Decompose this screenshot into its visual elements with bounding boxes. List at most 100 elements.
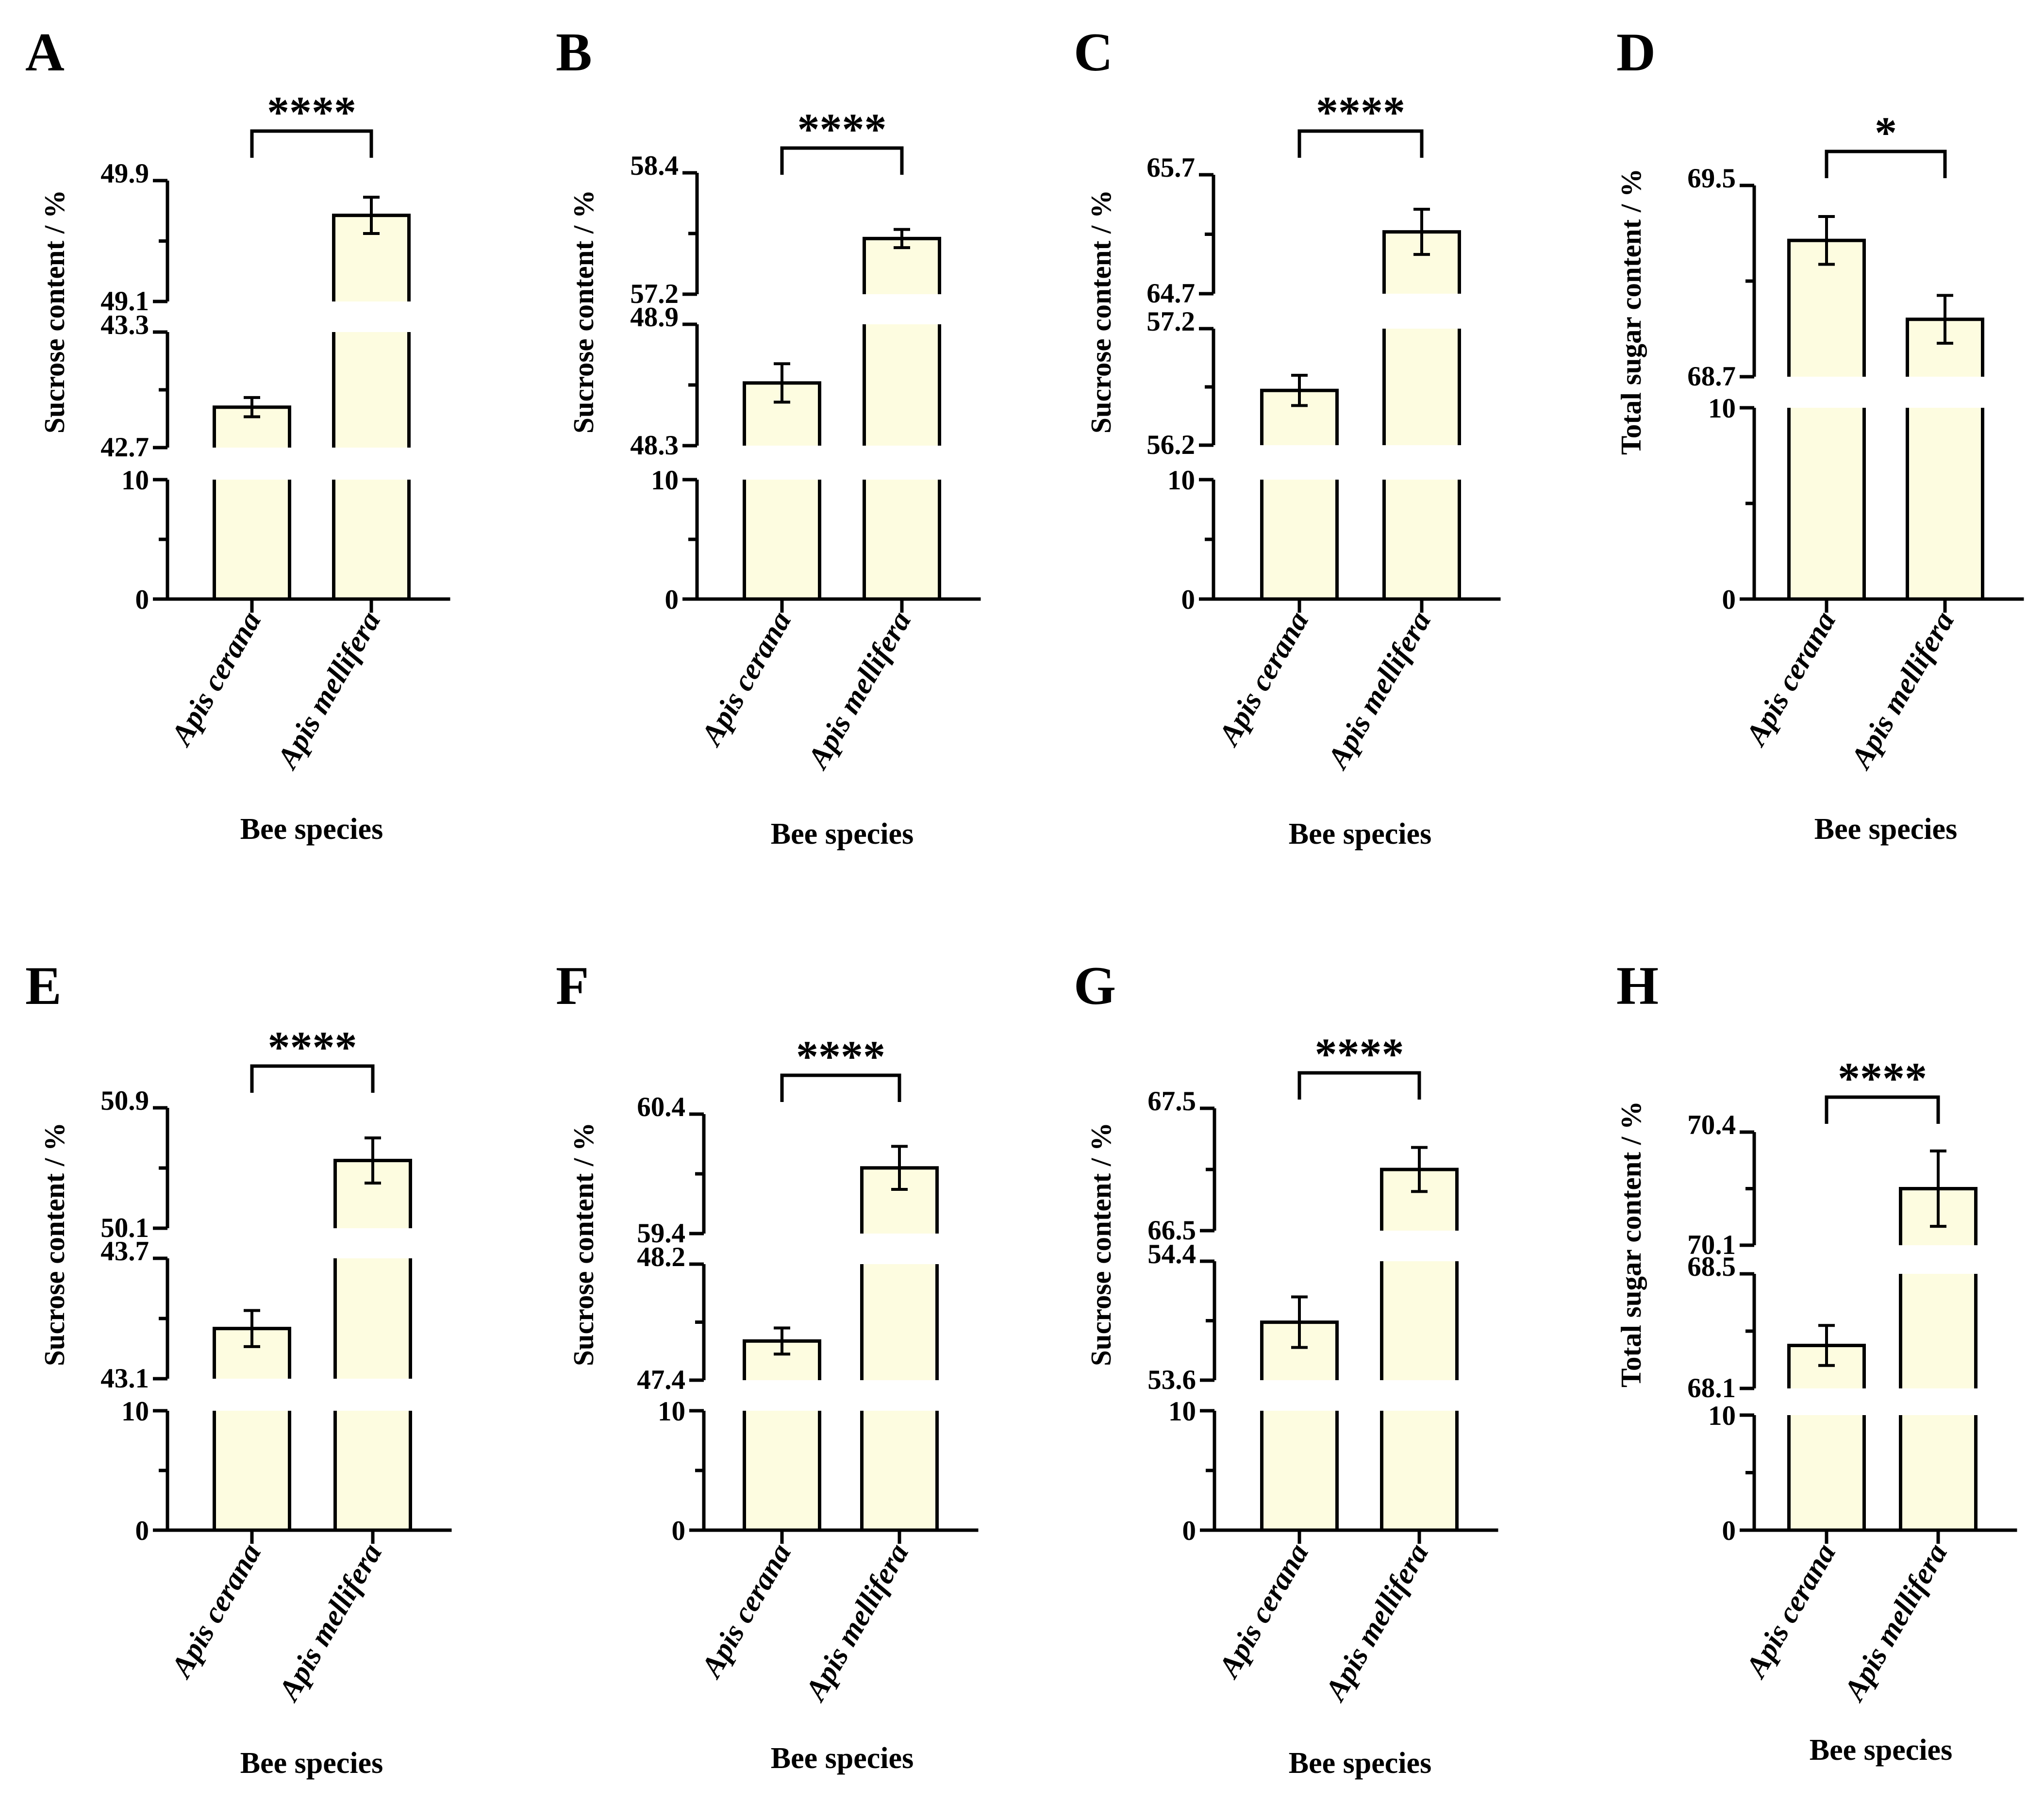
- panel-c: C 0 10 56.2 57.264.7 65.7 Apis cerana Apis mell…: [1074, 22, 1501, 851]
- x-tick-label: Apis mellifera: [1837, 1538, 1954, 1707]
- x-axis-title: Bee species: [1814, 813, 1957, 846]
- y-tick-label: 48.3: [630, 430, 679, 461]
- bar-1: [333, 1136, 412, 1530]
- x-tick-label: Apis mellifera: [798, 1538, 915, 1707]
- y-tick-label: 50.1: [100, 1213, 149, 1243]
- bar-fill: [333, 332, 409, 448]
- bar-1: [860, 1145, 939, 1530]
- bar-fill: [864, 480, 940, 599]
- x-axis-title: Bee species: [1289, 818, 1431, 851]
- x-tick-label: Apis cerana: [1739, 606, 1842, 752]
- y-tick-label: 0: [135, 584, 150, 615]
- panel-letter: E: [25, 956, 62, 1016]
- panel-b: B 0 10 48.3 48.957.2 58.4 Apis cerana Apis mell…: [556, 22, 981, 851]
- y-tick-label: 56.2: [1147, 430, 1195, 460]
- bar-fill: [1262, 1411, 1337, 1530]
- bar-0: [1787, 1324, 1866, 1530]
- y-tick-label: 70.4: [1687, 1110, 1736, 1140]
- bar-0: [1260, 1295, 1339, 1530]
- y-tick-label: 48.2: [637, 1242, 685, 1272]
- y-axis-title: Sucrose content / %: [567, 1122, 599, 1366]
- bar-fill: [1262, 480, 1337, 599]
- y-tick-label: 10: [121, 465, 149, 496]
- significance-label: ****: [1316, 87, 1405, 137]
- bar-1: [1380, 1146, 1459, 1530]
- y-tick-label: 10: [121, 1396, 149, 1427]
- y-tick-label: 57.2: [630, 279, 679, 309]
- bar-1: [863, 228, 941, 599]
- y-tick-label: 67.5: [1147, 1086, 1196, 1117]
- x-tick-label: Apis cerana: [164, 606, 267, 752]
- x-axis-title: Bee species: [1289, 1747, 1431, 1780]
- y-axis-title: Sucrose content / %: [38, 190, 70, 434]
- panel-letter: G: [1074, 956, 1116, 1016]
- x-tick-label: Apis cerana: [1212, 1538, 1315, 1684]
- significance-label: ****: [268, 1022, 357, 1072]
- bar-fill: [1907, 408, 1983, 599]
- bar-fill: [1384, 480, 1460, 599]
- y-tick-label: 43.1: [100, 1363, 149, 1394]
- bar-fill: [1900, 1415, 1976, 1530]
- bar-fill: [214, 480, 290, 599]
- bar-fill: [1900, 1274, 1976, 1388]
- x-tick-label: Apis mellifera: [270, 606, 387, 775]
- x-tick-label: Apis mellifera: [800, 606, 917, 775]
- y-axis-title: Sucrose content / %: [1085, 190, 1117, 434]
- y-axis-title: Total sugar content / %: [1615, 168, 1647, 455]
- bar-fill: [744, 1411, 820, 1530]
- y-tick-label: 64.7: [1147, 278, 1195, 309]
- y-tick-label: 58.4: [630, 150, 679, 181]
- x-tick-label: Apis cerana: [1739, 1538, 1842, 1684]
- bar-1: [332, 196, 411, 599]
- bar-1: [1899, 1149, 1978, 1530]
- y-tick-label: 0: [1181, 584, 1196, 615]
- bar-0: [743, 362, 821, 599]
- x-tick-label: Apis mellifera: [271, 1538, 388, 1707]
- bar-fill: [333, 480, 409, 599]
- significance-bracket: [1825, 150, 1947, 178]
- y-tick-label: 54.4: [1147, 1239, 1196, 1269]
- bar-fill: [1789, 1415, 1864, 1530]
- y-tick-label: 0: [1722, 1516, 1736, 1546]
- y-tick-label: 60.4: [637, 1092, 685, 1122]
- y-tick-label: 42.7: [100, 432, 149, 463]
- bar-fill: [335, 1411, 411, 1530]
- y-tick-label: 68.1: [1687, 1373, 1736, 1403]
- x-axis-title: Bee species: [771, 1742, 914, 1775]
- y-tick-label: 59.4: [637, 1218, 685, 1249]
- y-tick-label: 49.1: [100, 286, 149, 317]
- significance-bracket: [780, 146, 904, 175]
- y-tick-label: 66.5: [1147, 1215, 1196, 1246]
- y-tick-label: 47.4: [637, 1365, 685, 1395]
- bar-fill: [1384, 329, 1460, 445]
- y-tick-label: 50.9: [100, 1085, 149, 1116]
- y-axis-title: Sucrose content / %: [567, 190, 599, 434]
- x-tick-label: Apis cerana: [694, 1538, 798, 1684]
- y-tick-label: 10: [1167, 465, 1195, 496]
- bar-fill: [1381, 1261, 1457, 1380]
- y-tick-label: 69.5: [1687, 163, 1736, 194]
- x-tick-label: Apis mellifera: [1320, 606, 1437, 775]
- y-tick-label: 10: [658, 1396, 685, 1427]
- bar-fill: [862, 1264, 937, 1380]
- y-tick-label: 0: [1722, 584, 1736, 615]
- y-tick-label: 0: [665, 584, 679, 615]
- y-tick-label: 10: [1708, 1401, 1736, 1431]
- bar-1: [1906, 294, 1984, 599]
- x-axis-title: Bee species: [240, 813, 383, 846]
- x-axis-title: Bee species: [771, 818, 914, 851]
- x-tick-label: Apis mellifera: [1844, 606, 1961, 775]
- significance-bracket: [1297, 1071, 1421, 1100]
- y-tick-label: 10: [1708, 393, 1736, 424]
- x-axis-title: Bee species: [1810, 1734, 1952, 1767]
- bar-0: [213, 1309, 291, 1530]
- bar-1: [1382, 208, 1461, 599]
- panel-letter: C: [1074, 22, 1113, 83]
- x-tick-label: Apis cerana: [694, 606, 798, 752]
- significance-bracket: [1825, 1095, 1940, 1124]
